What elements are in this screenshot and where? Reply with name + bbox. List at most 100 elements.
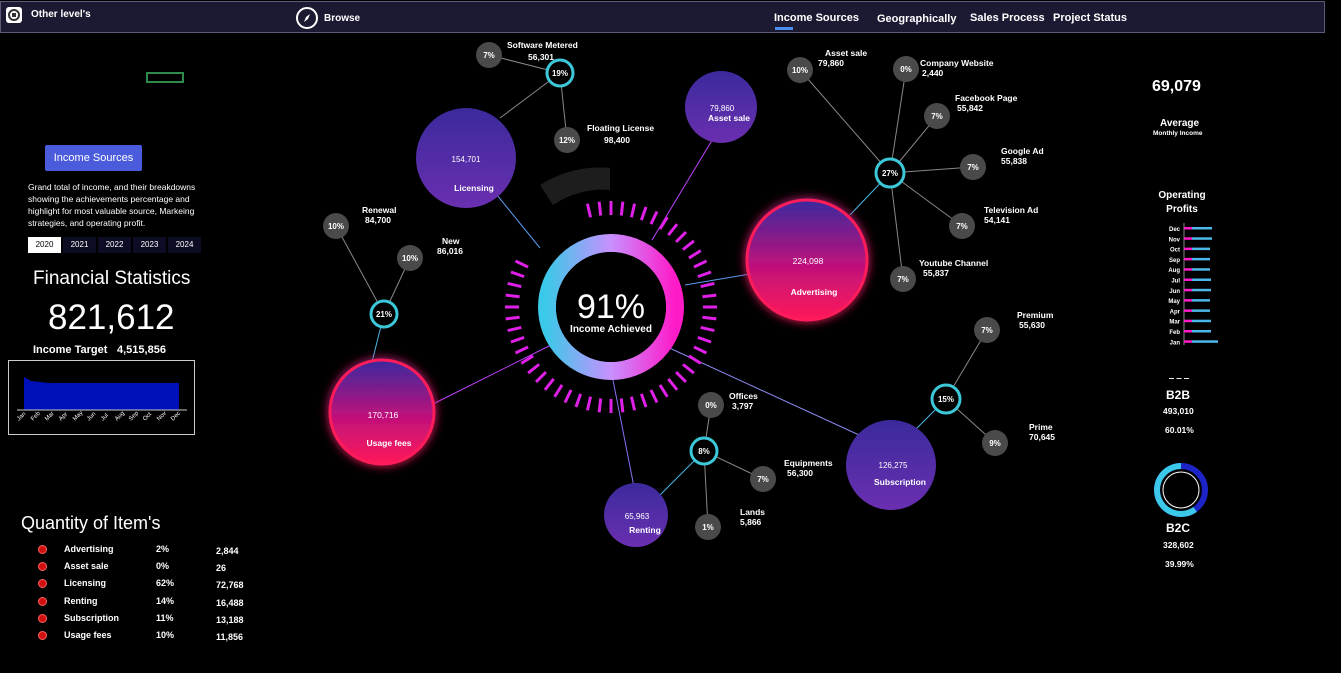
op-month-label: May	[1168, 299, 1180, 305]
quantity-row: Renting 14% 16,488	[38, 595, 258, 609]
progress-tick	[674, 370, 688, 384]
month-tick-label: Nov	[156, 411, 168, 423]
leaf-equipments[interactable]: 7%	[750, 466, 776, 492]
op-bar-segment-magenta	[1184, 288, 1192, 292]
bubble-licensing[interactable]: 154,701 Licensing	[416, 108, 516, 208]
svg-text:7%: 7%	[757, 475, 769, 484]
leaf-company-website[interactable]: 0%	[893, 56, 919, 82]
month-tick-label: Dec	[170, 411, 182, 423]
year-2023-button[interactable]: 2023	[133, 237, 166, 253]
svg-text:65,963: 65,963	[625, 512, 650, 521]
hub-advertising[interactable]: 27%	[874, 157, 906, 189]
year-2020-button[interactable]: 2020	[28, 237, 61, 253]
hub-usage[interactable]: 21%	[369, 299, 399, 329]
progress-tick	[505, 293, 520, 299]
op-month-label: Apr	[1170, 309, 1181, 315]
leaf-google-ad[interactable]: 7%	[960, 154, 986, 180]
progress-tick	[507, 326, 522, 333]
leaf-offices[interactable]: 0%	[698, 392, 724, 418]
quantity-value: 2,844	[216, 546, 239, 556]
app-title[interactable]: Other level's	[31, 9, 91, 20]
svg-text:7%: 7%	[981, 326, 993, 335]
progress-tick	[693, 345, 708, 355]
svg-text:Licensing: Licensing	[454, 183, 494, 193]
op-bar-segment-magenta	[1184, 247, 1192, 251]
leaf-renewal[interactable]: 10%	[323, 213, 349, 239]
svg-text:9%: 9%	[989, 439, 1001, 448]
op-bar-segment-magenta	[1184, 340, 1192, 343]
browse-link[interactable]: Browse	[324, 13, 361, 24]
progress-tick	[514, 345, 529, 355]
svg-text:170,716: 170,716	[368, 410, 399, 420]
label-new: New	[442, 236, 460, 246]
label-facebook-page: Facebook Page	[955, 93, 1018, 103]
op-month-label: Oct	[1170, 248, 1180, 254]
op-bar-segment-blue	[1192, 268, 1210, 271]
leaf-television-ad[interactable]: 7%	[949, 213, 975, 239]
leaf-facebook-page[interactable]: 7%	[924, 103, 950, 129]
op-month-label: Jul	[1171, 279, 1180, 285]
quantity-value: 13,188	[216, 615, 244, 625]
progress-tick	[639, 206, 648, 221]
progress-tick	[507, 281, 522, 288]
quantity-percent: 14%	[156, 596, 175, 606]
income-sources-button[interactable]: Income Sources	[45, 145, 142, 171]
leaf-prime[interactable]: 9%	[982, 430, 1008, 456]
progress-tick	[585, 203, 592, 218]
progress-tick	[688, 354, 702, 365]
monthly-area-chart: Jan Feb Mar Apr May Jun Jul Aug Sep Oct Nov Dec	[8, 360, 195, 435]
center-ring	[538, 234, 684, 380]
income-target-label: Income Target	[33, 344, 108, 356]
bubble-usage-fees[interactable]: 170,716 Usage fees	[328, 358, 436, 466]
hub-subscription[interactable]: 15%	[930, 383, 962, 415]
svg-text:Usage fees: Usage fees	[367, 438, 412, 448]
tab-sales-process[interactable]: Sales Process	[970, 12, 1045, 24]
progress-tick	[597, 201, 603, 216]
bubble-renting[interactable]: 65,963 Renting	[604, 483, 668, 547]
leaf-lands[interactable]: 1%	[695, 514, 721, 540]
bubble-subscription[interactable]: 126,275 Subscription	[846, 420, 936, 510]
svg-text:8%: 8%	[698, 447, 710, 456]
op-bar-segment-blue	[1192, 340, 1218, 343]
op-month-label: Mar	[1169, 320, 1180, 326]
svg-text:10%: 10%	[792, 66, 808, 75]
compass-icon[interactable]	[296, 7, 318, 29]
b2c-label: B2C	[1166, 521, 1191, 535]
progress-tick	[543, 377, 555, 391]
op-bar-segment-magenta	[1184, 299, 1192, 302]
operating-profits-chart: Dec Nov Oct Sep Aug Jul Jun May Apr Mar Feb Jan	[1160, 223, 1230, 347]
hub-software[interactable]: 19%	[545, 58, 575, 88]
leaf-new[interactable]: 10%	[397, 245, 423, 271]
value-premium: 55,630	[1019, 320, 1045, 330]
year-2022-button[interactable]: 2022	[98, 237, 131, 253]
op-month-label: Jan	[1170, 340, 1181, 346]
year-2021-button[interactable]: 2021	[63, 237, 96, 253]
tab-geographically[interactable]: Geographically	[877, 13, 957, 25]
label-premium: Premium	[1017, 310, 1054, 320]
label-television-ad: Television Ad	[984, 205, 1038, 215]
op-bar-segment-magenta	[1184, 309, 1192, 312]
tab-income-sources[interactable]: Income Sources	[774, 12, 859, 24]
tab-project-status[interactable]: Project Status	[1053, 12, 1127, 24]
leaf-premium[interactable]: 7%	[974, 317, 1000, 343]
quantity-value: 26	[216, 563, 227, 573]
hub-renting[interactable]: 8%	[689, 436, 719, 466]
svg-text:Renting: Renting	[629, 525, 661, 535]
selection-box[interactable]	[146, 72, 184, 83]
app-logo-icon[interactable]	[6, 7, 22, 23]
year-2024-button[interactable]: 2024	[168, 237, 201, 253]
financial-total-value: 821,612	[48, 298, 175, 337]
bubble-advertising[interactable]: 224,098 Advertising	[745, 198, 869, 322]
label-floating-license: Floating License	[587, 123, 654, 133]
progress-tick	[667, 223, 679, 237]
leaf-asset-sale[interactable]: 10%	[787, 57, 813, 83]
op-month-label: Jun	[1169, 289, 1180, 295]
quantity-name: Renting	[64, 596, 98, 606]
progress-tick	[700, 281, 715, 288]
bubble-asset-sale[interactable]: 79,860 Asset sale	[685, 71, 757, 143]
leaf-software-metered[interactable]: 7%	[476, 42, 502, 68]
bullet-icon	[38, 545, 47, 554]
value-company-website: 2,440	[922, 68, 944, 78]
leaf-youtube-channel[interactable]: 7%	[890, 266, 916, 292]
leaf-floating-license[interactable]: 12%	[554, 127, 580, 153]
